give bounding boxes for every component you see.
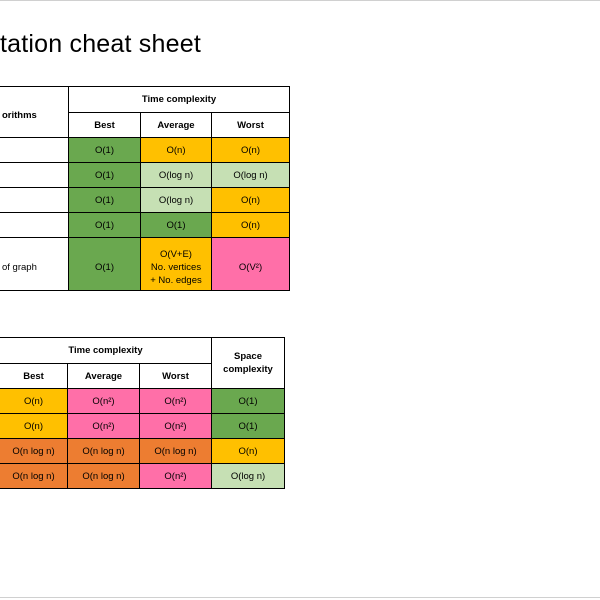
table-row: O(1) O(n) O(n) bbox=[0, 137, 290, 163]
average-value: O(V+E) bbox=[160, 248, 192, 260]
table2-cell-average: O(n log n) bbox=[67, 463, 140, 489]
table2-cell-worst: O(n²) bbox=[139, 463, 212, 489]
table1-cell-worst: O(n) bbox=[211, 137, 290, 163]
table2-subheader-best: Best bbox=[0, 363, 68, 389]
table1-row-label: of graph bbox=[0, 237, 69, 291]
table2-cell-best: O(n) bbox=[0, 388, 68, 414]
table1-cell-worst: O(log n) bbox=[211, 162, 290, 188]
table1-cell-best: O(1) bbox=[68, 137, 141, 163]
table1-cell-best: O(1) bbox=[68, 187, 141, 213]
table2-cell-space: O(1) bbox=[211, 388, 285, 414]
table2-cell-best: O(n log n) bbox=[0, 463, 68, 489]
table-row: O(1) O(log n) O(n) bbox=[0, 187, 290, 213]
table-row: O(1) O(1) O(n) bbox=[0, 212, 290, 238]
table1-cell-best: O(1) bbox=[68, 162, 141, 188]
table2-cell-worst: O(n²) bbox=[139, 413, 212, 439]
table-row: O(n log n) O(n log n) O(n log n) O(n) bbox=[0, 438, 285, 464]
table-row: of graph O(1) O(V+E) No. vertices + No. … bbox=[0, 237, 290, 291]
sorting-algorithms-table: Time complexity Space complexity Best Av… bbox=[0, 337, 285, 489]
table2-subheader-worst: Worst bbox=[139, 363, 212, 389]
table-row: O(n) O(n²) O(n²) O(1) bbox=[0, 388, 285, 414]
table1-cell-average: O(n) bbox=[140, 137, 212, 163]
table2-cell-worst: O(n²) bbox=[139, 388, 212, 414]
table1-cell-average: O(log n) bbox=[140, 162, 212, 188]
table1-row-label bbox=[0, 162, 69, 188]
table1-row-label bbox=[0, 187, 69, 213]
table2-cell-average: O(n log n) bbox=[67, 438, 140, 464]
table2-cell-average: O(n²) bbox=[67, 388, 140, 414]
table2-cell-space: O(n) bbox=[211, 438, 285, 464]
table2-subheader-average: Average bbox=[67, 363, 140, 389]
table1-subheader-average: Average bbox=[140, 112, 212, 138]
table2-cell-best: O(n) bbox=[0, 413, 68, 439]
table2-cell-best: O(n log n) bbox=[0, 438, 68, 464]
table2-cell-space: O(1) bbox=[211, 413, 285, 439]
table-row: O(n) O(n²) O(n²) O(1) bbox=[0, 413, 285, 439]
table1-cell-worst: O(n) bbox=[211, 187, 290, 213]
table2-cell-average: O(n²) bbox=[67, 413, 140, 439]
table1-subheader-worst: Worst bbox=[211, 112, 290, 138]
table2-cell-worst: O(n log n) bbox=[139, 438, 212, 464]
average-note-vertices: No. vertices bbox=[150, 261, 202, 273]
table2-header-time-complexity: Time complexity bbox=[0, 337, 212, 364]
table1-cell-worst: O(V²) bbox=[211, 237, 290, 291]
slide-top-border bbox=[0, 0, 600, 1]
table1-cell-best: O(1) bbox=[68, 237, 141, 291]
table2-cell-space: O(log n) bbox=[211, 463, 285, 489]
table2-header-space-complexity: Space complexity bbox=[211, 337, 285, 389]
average-note-edges: + No. edges bbox=[150, 274, 202, 286]
table1-header-left: orithms bbox=[0, 86, 69, 138]
table1-cell-average: O(1) bbox=[140, 212, 212, 238]
table1-subheader-best: Best bbox=[68, 112, 141, 138]
table1-cell-average: O(V+E) No. vertices + No. edges bbox=[140, 237, 212, 291]
data-structures-table: orithms Time complexity Best Average Wor… bbox=[0, 86, 290, 291]
table-row: O(n log n) O(n log n) O(n²) O(log n) bbox=[0, 463, 285, 489]
table1-cell-worst: O(n) bbox=[211, 212, 290, 238]
table-row: O(1) O(log n) O(log n) bbox=[0, 162, 290, 188]
slide-bottom-border bbox=[0, 597, 600, 598]
table1-cell-best: O(1) bbox=[68, 212, 141, 238]
table1-row-label bbox=[0, 212, 69, 238]
table1-cell-average: O(log n) bbox=[140, 187, 212, 213]
table1-header-time-complexity: Time complexity bbox=[68, 86, 290, 113]
table1-row-label bbox=[0, 137, 69, 163]
slide-title: tation cheat sheet bbox=[0, 30, 201, 58]
